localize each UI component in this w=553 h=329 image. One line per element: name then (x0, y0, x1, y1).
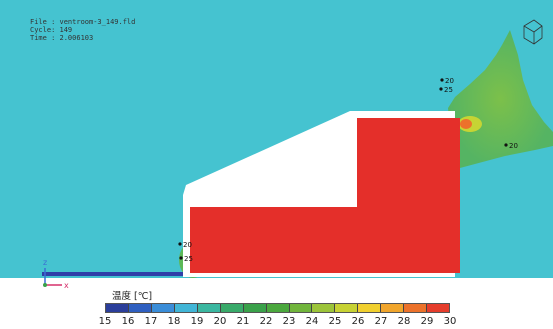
legend-tick-label: 21 (236, 316, 250, 327)
legend-swatch (151, 304, 175, 312)
cycle-info: Cycle: 149 (30, 26, 73, 34)
legend-swatch (335, 304, 359, 312)
warm-plume-right (448, 30, 553, 168)
legend-tick-label: 18 (167, 316, 181, 327)
floor-line (42, 272, 183, 276)
legend-tick-label: 15 (98, 316, 112, 327)
heated-body (190, 118, 460, 273)
legend-tick-label: 28 (397, 316, 411, 327)
legend-ticks: 15 16 17 18 19 20 21 22 23 24 25 26 27 28 29 30 (99, 316, 457, 328)
contour-label-peak-right: 20 (509, 142, 518, 150)
legend-tick-label: 26 (351, 316, 365, 327)
time-info: Time : 2.006103 (30, 34, 94, 42)
legend-tick-label: 25 (328, 316, 342, 327)
legend-swatch (312, 304, 336, 312)
legend-swatch (128, 304, 152, 312)
legend-swatch (266, 304, 290, 312)
legend-swatch (289, 304, 313, 312)
legend-title: 温度 [℃] (112, 291, 153, 302)
legend-swatch (427, 304, 450, 312)
legend-swatch (381, 304, 405, 312)
legend-tick-label: 27 (374, 316, 388, 327)
legend-swatch (174, 304, 198, 312)
legend-tick-label: 30 (443, 316, 457, 327)
legend-tick-label: 16 (121, 316, 135, 327)
legend-tick-label: 22 (259, 316, 273, 327)
legend-swatch (106, 304, 129, 312)
legend-swatch (243, 304, 267, 312)
legend-swatch (220, 304, 244, 312)
contour-label-corner-lower-2: 25 (184, 255, 193, 263)
legend-tick-label: 23 (282, 316, 296, 327)
view-orientation-icon[interactable] (523, 19, 543, 45)
axis-triad: z x (43, 258, 69, 290)
contour-labels: 20 25 20 20 25 (178, 77, 518, 263)
axis-z-label: z (43, 258, 47, 267)
plume-core-hot (460, 119, 472, 129)
contour-label-peak-upper-2: 25 (444, 86, 453, 94)
contour-label-corner-lower-1: 20 (183, 241, 192, 249)
legend-colorbar (105, 303, 450, 313)
file-info: File : ventroom-3_149.fld (30, 18, 136, 26)
contour-label-peak-upper-1: 20 (445, 77, 454, 85)
legend-tick-label: 17 (144, 316, 158, 327)
legend-swatch (197, 304, 221, 312)
axis-x-label: x (64, 281, 69, 290)
legend-tick-label: 24 (305, 316, 319, 327)
legend-swatch (358, 304, 382, 312)
legend-tick-label: 29 (420, 316, 434, 327)
legend-tick-label: 20 (213, 316, 227, 327)
legend-tick-label: 19 (190, 316, 204, 327)
legend-swatch (404, 304, 428, 312)
